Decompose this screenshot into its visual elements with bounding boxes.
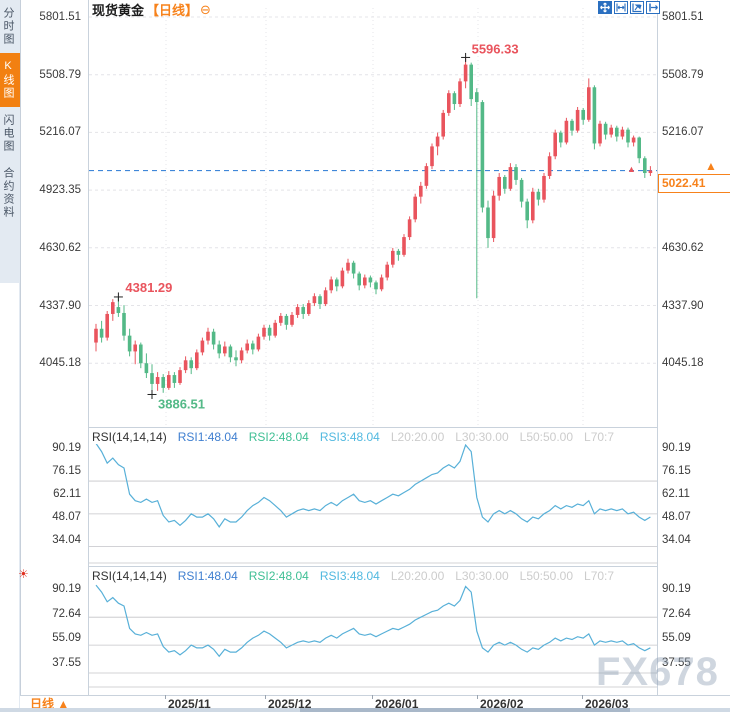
rsi-legend: RSI(14,14,14) RSI1:48.04 RSI2:48.04 RSI3:48… <box>92 569 654 583</box>
peak-high-label: 5596.33 <box>472 41 519 56</box>
rsi-axis-label: 76.15 <box>52 465 81 477</box>
rsi-legend-item: RSI3:48.04 <box>319 430 380 444</box>
panel-separator <box>88 427 658 428</box>
price-axis-label: 5801.51 <box>662 11 704 23</box>
rsi-legend-item: RSI(14,14,14) <box>92 430 167 444</box>
rsi-axis-label: 48.07 <box>662 511 691 523</box>
price-axis-label: 4630.62 <box>662 241 704 254</box>
low-label: 3886.51 <box>158 396 205 411</box>
rsi-axis-label: 62.11 <box>662 488 690 500</box>
rsi-legend-item: L70:7 <box>584 430 615 444</box>
rsi-axis-label: 72.64 <box>52 607 81 620</box>
panel-separator <box>88 566 658 567</box>
rsi-axis-label: 34.04 <box>52 534 81 546</box>
price-axis-label: 5216.07 <box>39 126 81 139</box>
rsi-panel-2[interactable] <box>89 583 657 695</box>
sidebar-blank <box>0 283 19 712</box>
rsi-legend: RSI(14,14,14) RSI1:48.04 RSI2:48.04 RSI3:48… <box>92 430 654 444</box>
rsi-legend-item: RSI(14,14,14) <box>92 569 167 583</box>
rsi-axis-label: 62.11 <box>53 488 81 500</box>
collapse-icon[interactable]: ⊖ <box>200 2 211 17</box>
time-axis-tick <box>477 695 478 699</box>
chart-toolbar <box>598 1 660 14</box>
rsi-legend-item: L20:20.00 <box>390 430 445 444</box>
time-axis-label: 2026/02 <box>480 697 524 711</box>
current-price-tag: 5022.41 <box>658 174 730 193</box>
price-axis-label: 5801.51 <box>39 11 81 23</box>
swing-high-label: 4381.29 <box>125 280 172 295</box>
rsi-legend-item: L30:30.00 <box>455 430 509 444</box>
rsi-axis-label: 55.09 <box>662 632 691 644</box>
rsi-axis-label: 76.15 <box>662 465 691 477</box>
time-axis-label: 2026/03 <box>585 697 629 711</box>
sidebar-item-1[interactable]: 分时图 <box>2 7 14 46</box>
indicator-settings-icon[interactable]: ☀ <box>18 567 29 581</box>
price-axis-label: 4045.18 <box>39 357 81 370</box>
price-up-arrow-icon: ▲ <box>705 159 717 173</box>
sidebar-item-2[interactable]: K线图 <box>0 53 20 107</box>
rsi-legend-item: RSI1:48.04 <box>177 430 238 444</box>
candles <box>94 57 653 395</box>
chart-column <box>88 0 658 712</box>
sidebar-item-4[interactable]: 合约资料 <box>2 167 14 219</box>
rsi-legend-item: L70:7 <box>584 569 615 583</box>
rsi-legend-item: RSI2:48.04 <box>248 569 309 583</box>
price-axis-label: 4337.90 <box>662 299 704 312</box>
rsi-axis-label: 34.04 <box>662 534 691 546</box>
rsi-legend-item: RSI2:48.04 <box>248 430 309 444</box>
rsi-axis-label: 37.55 <box>662 656 691 669</box>
price-axis-label: 5216.07 <box>662 126 704 139</box>
time-axis-label: 2026/01 <box>375 697 419 711</box>
rsi-legend-item: L20:20.00 <box>390 569 445 583</box>
horizontal-scrollbar[interactable] <box>0 708 730 712</box>
rsi-axis-label: 48.07 <box>52 511 81 523</box>
rsi-panel-1[interactable] <box>89 444 657 564</box>
candlestick-chart[interactable]: 4381.29 5596.33 3886.51 <box>89 0 657 427</box>
rsi-axis-label: 90.19 <box>52 583 81 595</box>
rsi-legend-item: RSI1:48.04 <box>177 569 238 583</box>
rsi-legend-item: L30:30.00 <box>455 569 509 583</box>
rsi-axis-label: 90.19 <box>662 442 691 454</box>
price-axis-label: 5508.79 <box>662 68 704 81</box>
rsi-axis-label: 37.55 <box>52 656 81 669</box>
price-axis-label: 4923.35 <box>39 184 81 197</box>
last-candle-marker-icon: ▲ <box>627 164 636 174</box>
time-axis-tick <box>265 695 266 699</box>
rsi-axis-label: 55.09 <box>52 632 81 644</box>
rsi-axis-label: 72.64 <box>662 607 691 620</box>
time-axis-label: 2025/12 <box>268 697 312 711</box>
time-axis-tick <box>372 695 373 699</box>
left-price-axis: 5801.51 5508.79 5216.07 4923.35 4630.62 4337.… <box>0 0 85 712</box>
rsi-axis-label: 90.19 <box>52 442 81 454</box>
period-selector[interactable]: 日线 ▲ <box>20 695 88 712</box>
crosshair-move-icon[interactable] <box>598 1 612 14</box>
sidebar-item-3[interactable]: 闪电图 <box>2 114 14 153</box>
pan-right-icon[interactable] <box>646 1 660 14</box>
symbol-title: 现货黄金 <box>92 3 145 18</box>
rsi-line <box>95 444 651 528</box>
price-axis-label: 4045.18 <box>662 357 704 370</box>
time-axis-row <box>88 695 730 712</box>
rsi-axis-label: 90.19 <box>662 583 691 595</box>
rsi-legend-item: L50:50.00 <box>519 430 574 444</box>
period-tag: 【日线】 <box>146 3 199 18</box>
rsi-legend-item: L50:50.00 <box>519 569 574 583</box>
price-axis-label: 5508.79 <box>39 68 81 81</box>
time-axis-tick <box>165 695 166 699</box>
rsi-legend-item: RSI3:48.04 <box>319 569 380 583</box>
right-price-axis: 5801.515508.795216.074923.354630.624337.… <box>661 0 730 712</box>
time-axis-label: 2025/11 <box>168 697 211 711</box>
y-axis-scale-icon[interactable] <box>630 1 644 14</box>
price-axis-label: 4630.62 <box>39 241 81 254</box>
scrollbar-thumb[interactable] <box>300 708 630 712</box>
price-axis-label: 4337.90 <box>39 299 81 312</box>
rsi-line <box>95 584 651 658</box>
chart-header: 现货黄金 【日线】 ⊖ <box>92 2 211 18</box>
time-axis-tick <box>582 695 583 699</box>
x-axis-scale-icon[interactable] <box>614 1 628 14</box>
